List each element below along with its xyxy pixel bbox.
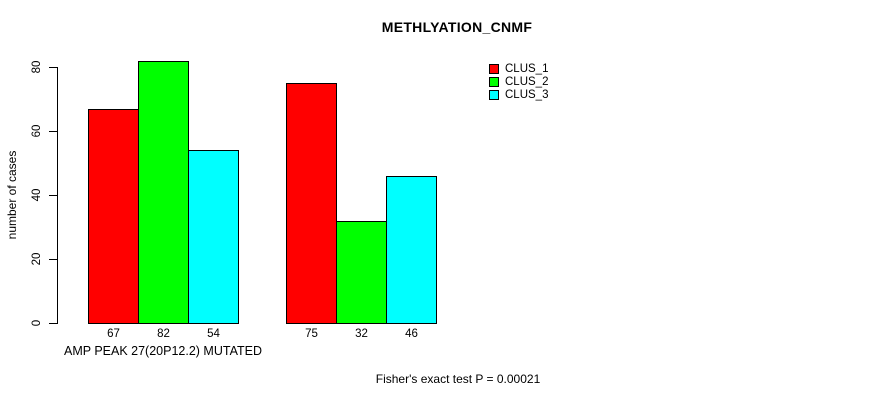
bar-clus_2-group1 [138,60,189,324]
legend-swatch-icon [489,63,499,74]
legend-swatch-icon [489,89,499,100]
legend: CLUS_1 CLUS_2 CLUS_3 [489,62,548,101]
chart-title: METHLYATION_CNMF [381,19,533,35]
y-tick-mark [49,323,57,324]
legend-label: CLUS_2 [505,75,549,88]
y-axis-title: number of cases [5,150,19,240]
y-tick-mark [49,67,57,68]
bar-clus_2-group2 [336,220,387,324]
y-tick-label: 20 [31,252,43,266]
y-tick-label: 0 [31,319,43,327]
bar-value-label: 54 [207,328,220,340]
y-tick-mark [49,195,57,196]
bar-value-label: 82 [157,328,170,340]
legend-label: CLUS_1 [505,62,549,75]
legend-swatch-icon [489,76,499,87]
legend-item-clus_3: CLUS_3 [489,88,548,101]
bar-clus_3-group1 [188,150,239,324]
bar-value-label: 32 [355,328,368,340]
y-tick-label: 40 [31,188,43,202]
bar-clus_1-group2 [286,83,337,324]
bar-clus_1-group1 [88,108,139,324]
bar-value-label: 46 [405,328,418,340]
y-tick-label: 60 [31,124,43,138]
legend-item-clus_1: CLUS_1 [489,62,548,75]
fisher-test-footnote: Fisher's exact test P = 0.00021 [375,372,541,386]
bar-clus_3-group2 [386,175,437,324]
bar-value-label: 67 [107,328,120,340]
bar-value-label: 75 [305,328,318,340]
y-tick-label: 80 [31,60,43,74]
y-axis-line [57,67,58,324]
legend-label: CLUS_3 [505,88,549,101]
y-tick-mark [49,131,57,132]
x-axis-title: AMP PEAK 27(20P12.2) MUTATED [64,344,262,358]
y-tick-mark [49,259,57,260]
legend-item-clus_2: CLUS_2 [489,75,548,88]
